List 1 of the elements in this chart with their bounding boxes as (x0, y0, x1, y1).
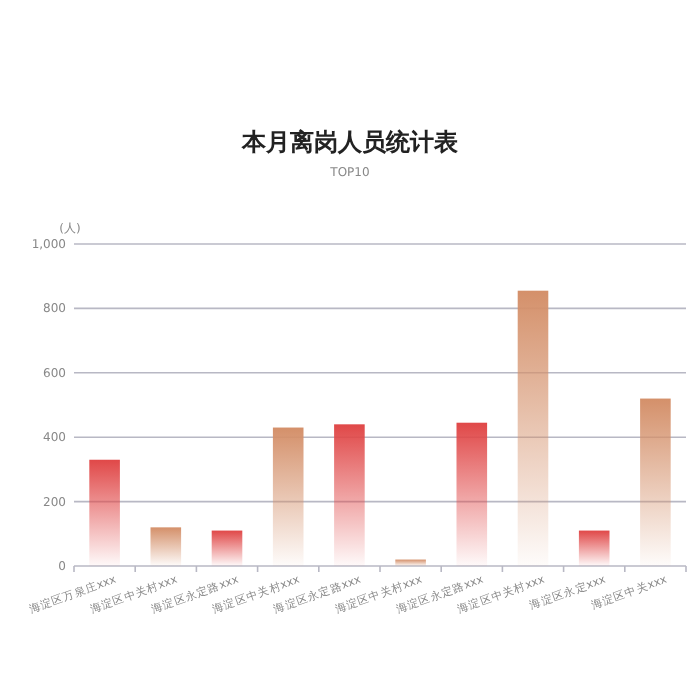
chart-title: 本月离岗人员统计表 (240, 128, 460, 156)
